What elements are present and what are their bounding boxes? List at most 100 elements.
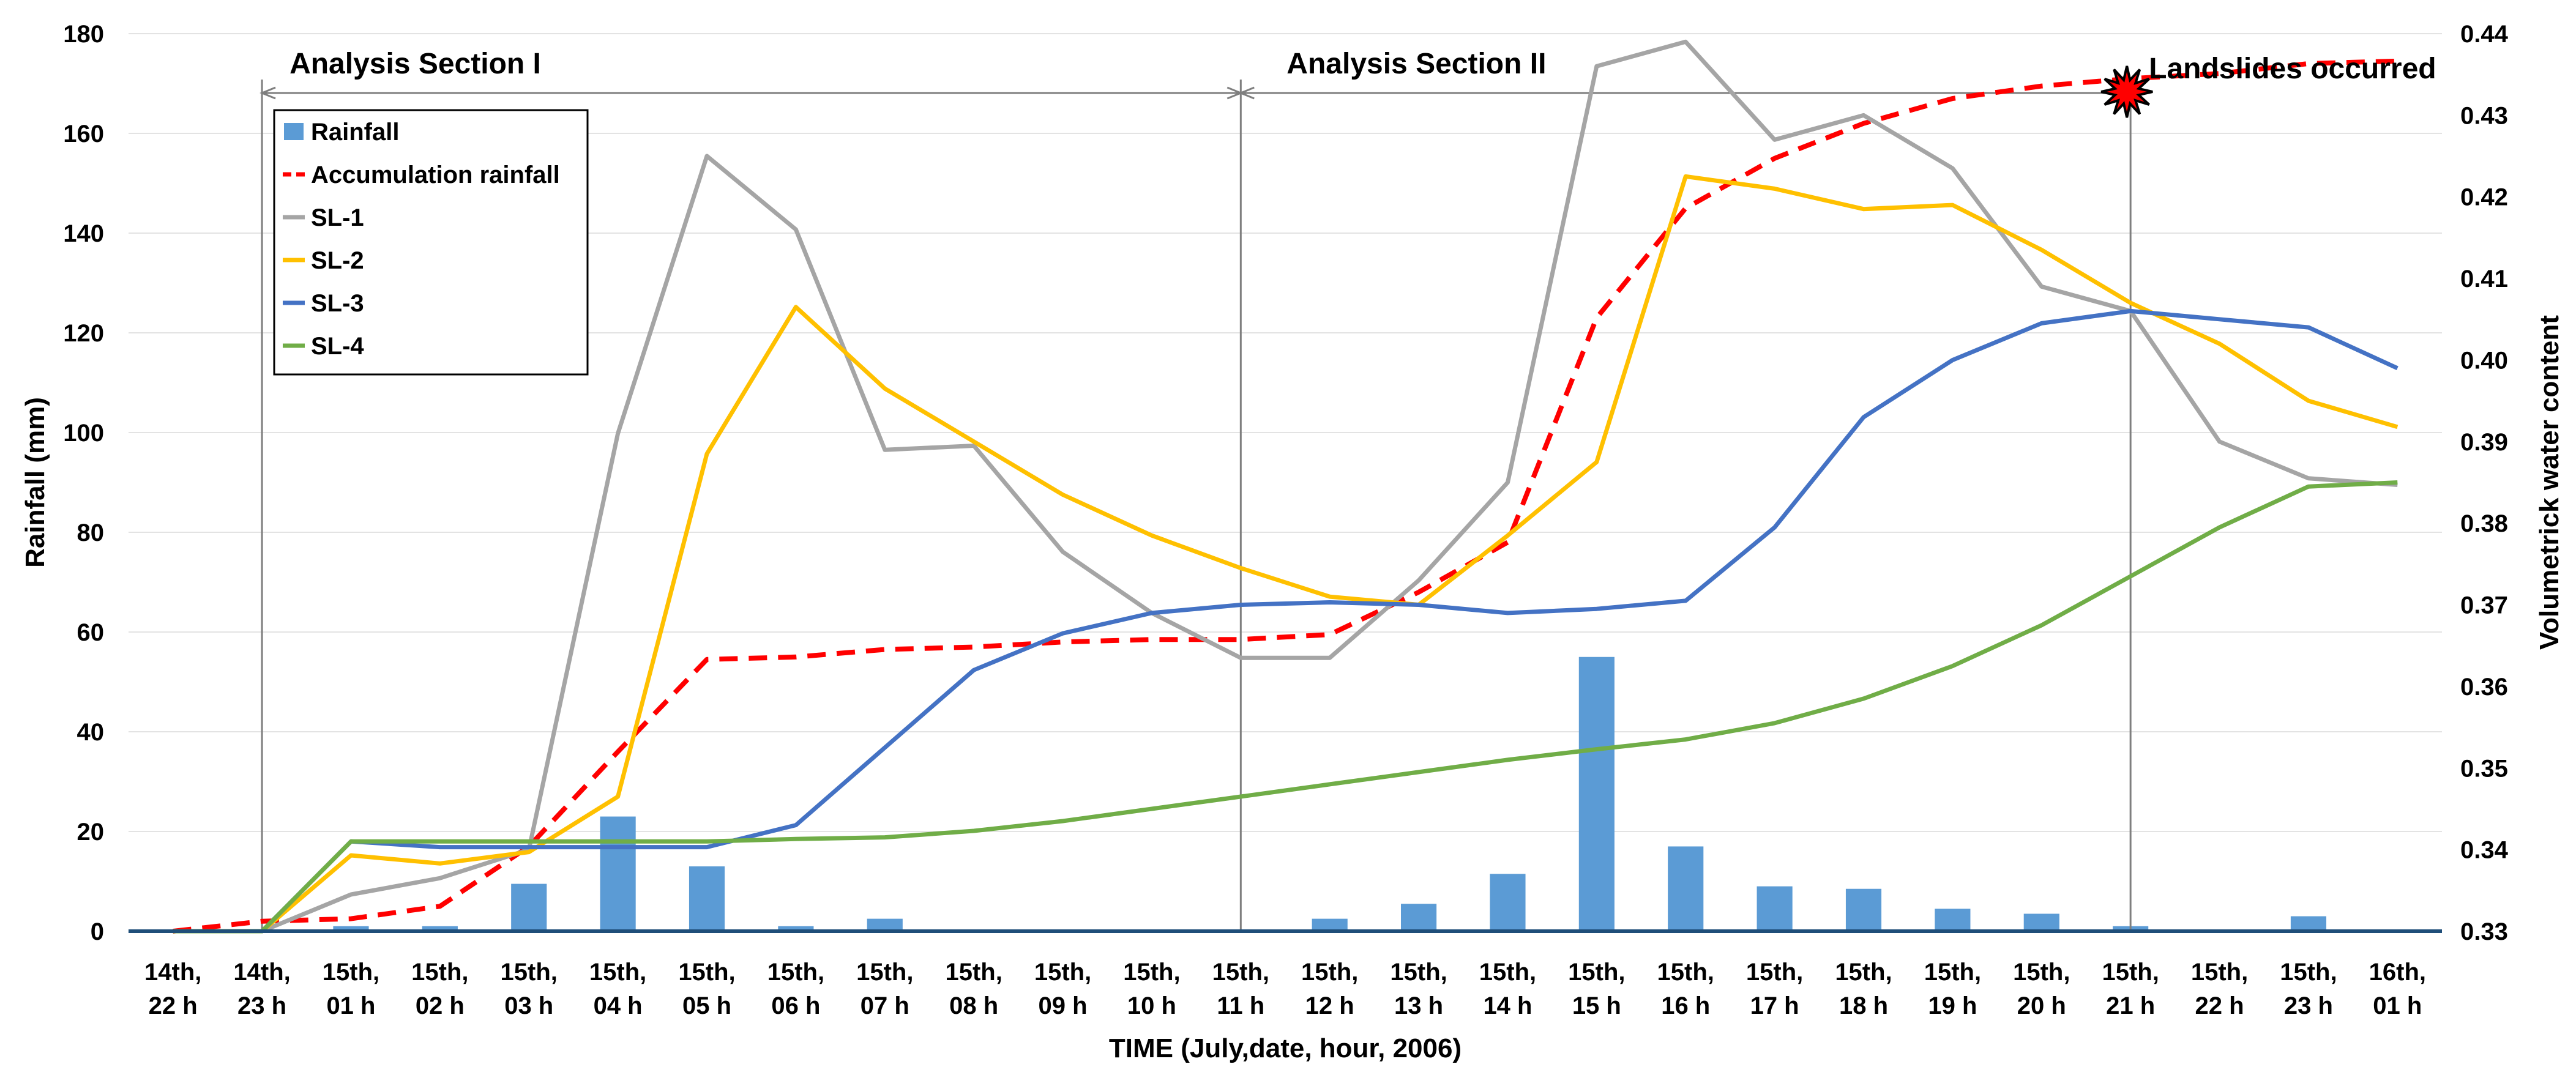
- x-tick-label: 15th,: [1657, 959, 1714, 986]
- y-left-tick-label: 0: [91, 918, 104, 945]
- x-tick-label: 15th,: [1123, 959, 1180, 986]
- y-left-tick-label: 140: [63, 220, 104, 247]
- rainfall-bar: [511, 883, 547, 931]
- y-right-tick-label: 0.35: [2460, 755, 2508, 782]
- x-tick-label: 19 h: [1928, 992, 1977, 1019]
- x-tick-label: 15th,: [2013, 959, 2070, 986]
- x-tick-label: 15th,: [1034, 959, 1091, 986]
- x-tick-label: 05 h: [682, 992, 731, 1019]
- x-tick-label: 22 h: [149, 992, 198, 1019]
- x-tick-label: 15th,: [2280, 959, 2337, 986]
- x-tick-label: 03 h: [504, 992, 553, 1019]
- x-tick-label: 12 h: [1305, 992, 1354, 1019]
- y-right-tick-label: 0.41: [2460, 266, 2508, 292]
- y-right-tick-label: 0.44: [2460, 21, 2509, 48]
- x-tick-label: 15th,: [1835, 959, 1892, 986]
- rainfall-bar: [1845, 888, 1882, 931]
- x-tick-label: 15th,: [1301, 959, 1358, 986]
- y-left-tick-label: 120: [63, 320, 104, 347]
- legend-box: [273, 109, 589, 376]
- x-tick-label: 22 h: [2195, 992, 2244, 1019]
- legend-label: SL-2: [311, 247, 364, 274]
- y-left-tick-label: 160: [63, 121, 104, 147]
- x-tick-label: 02 h: [416, 992, 465, 1019]
- y-right-tick-label: 0.40: [2460, 347, 2508, 374]
- series-line-sl-3: [173, 308, 2399, 934]
- x-tick-label: 14th,: [233, 959, 290, 986]
- x-tick-label: 15th,: [1924, 959, 1981, 986]
- x-tick-label: 09 h: [1039, 992, 1088, 1019]
- x-tick-label: 06 h: [771, 992, 820, 1019]
- x-tick-label: 23 h: [2284, 992, 2333, 1019]
- x-tick-label: 07 h: [861, 992, 909, 1019]
- legend-label: SL-4: [311, 333, 364, 360]
- x-tick-label: 11 h: [1217, 992, 1264, 1019]
- x-tick-label: 15th,: [856, 959, 913, 986]
- x-tick-label: 01 h: [326, 992, 375, 1019]
- legend-label: SL-3: [311, 290, 364, 317]
- rainfall-bar: [1757, 886, 1793, 931]
- x-tick-label: 04 h: [594, 992, 643, 1019]
- x-tick-label: 15th,: [767, 959, 824, 986]
- series-line-sl-1: [173, 39, 2398, 934]
- x-tick-label: 20 h: [2017, 992, 2066, 1019]
- y-left-tick-label: 40: [77, 719, 105, 746]
- rainfall-bar: [600, 816, 636, 931]
- rainfall-bar: [1935, 909, 1971, 931]
- x-tick-label: 15th,: [1390, 959, 1447, 986]
- legend-label: Accumulation rainfall: [311, 162, 560, 188]
- x-tick-label: 18 h: [1839, 992, 1888, 1019]
- rainfall-bar: [867, 918, 903, 931]
- x-tick-label: 01 h: [2373, 992, 2422, 1019]
- y-left-axis-title: Rainfall (mm): [20, 397, 50, 568]
- x-tick-label: 16th,: [2369, 959, 2426, 986]
- x-tick-label: 14th,: [144, 959, 201, 986]
- section-2-arrow-head-left: [1238, 86, 1255, 100]
- landslide-label: Landslides occurred: [2149, 53, 2436, 85]
- rainfall-bar: [1578, 656, 1615, 931]
- rainfall-bar: [778, 926, 814, 931]
- y-right-axis-title: Volumetrick water content: [2534, 315, 2564, 650]
- legend-swatch-bar: [284, 123, 304, 140]
- x-tick-label: 15th,: [1212, 959, 1269, 986]
- x-tick-label: 16 h: [1661, 992, 1710, 1019]
- y-left-tick-label: 20: [77, 819, 105, 846]
- y-right-tick-label: 0.33: [2460, 918, 2508, 945]
- x-tick-label: 15th,: [1568, 959, 1625, 986]
- x-axis-title: TIME (July,date, hour, 2006): [1109, 1033, 1462, 1063]
- y-left-tick-label: 180: [63, 21, 104, 48]
- series-line-accumulation-rainfall: [173, 58, 2398, 934]
- x-tick-label: 15th,: [2102, 959, 2159, 986]
- section-1-label: Analysis Section I: [289, 48, 541, 80]
- rainfall-bar: [1490, 874, 1526, 931]
- x-tick-label: 15 h: [1572, 992, 1621, 1019]
- x-tick-label: 15th,: [1479, 959, 1536, 986]
- rainfall-bar: [2023, 913, 2059, 931]
- rainfall-bar: [1668, 846, 1704, 931]
- x-tick-label: 21 h: [2106, 992, 2155, 1019]
- x-tick-label: 15th,: [589, 959, 646, 986]
- x-tick-label: 15th,: [945, 959, 1002, 986]
- section-1-arrow-head-left: [259, 86, 276, 100]
- x-tick-label: 10 h: [1127, 992, 1176, 1019]
- y-right-tick-label: 0.36: [2460, 674, 2508, 701]
- rainfall-bar: [2290, 916, 2326, 931]
- y-right-tick-label: 0.39: [2460, 429, 2508, 456]
- rainfall-bar: [1312, 918, 1348, 931]
- legend-label: SL-1: [311, 204, 364, 231]
- y-right-tick-label: 0.37: [2460, 592, 2508, 619]
- y-right-tick-label: 0.42: [2460, 184, 2508, 211]
- x-tick-label: 15th,: [411, 959, 468, 986]
- x-tick-label: 15th,: [323, 959, 379, 986]
- y-right-tick-label: 0.38: [2460, 510, 2508, 537]
- x-tick-label: 23 h: [237, 992, 286, 1019]
- x-tick-label: 13 h: [1394, 992, 1443, 1019]
- rainfall-bar: [422, 926, 458, 931]
- y-left-tick-label: 60: [77, 619, 105, 646]
- x-tick-label: 15th,: [501, 959, 558, 986]
- rainfall-bar: [1401, 904, 1437, 931]
- y-left-tick-label: 100: [63, 420, 104, 447]
- rainfall-bar: [689, 866, 725, 931]
